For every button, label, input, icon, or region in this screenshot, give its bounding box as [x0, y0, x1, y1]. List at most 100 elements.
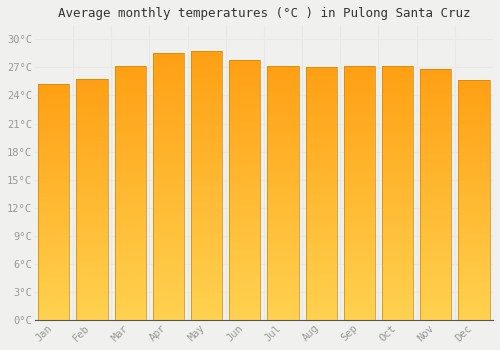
Bar: [229, 122, 260, 125]
Bar: [76, 192, 108, 195]
Bar: [114, 226, 146, 228]
Bar: [76, 276, 108, 279]
Bar: [344, 195, 375, 198]
Bar: [306, 67, 337, 70]
Bar: [76, 182, 108, 185]
Bar: [191, 127, 222, 130]
Bar: [152, 267, 184, 269]
Bar: [458, 191, 490, 193]
Bar: [306, 234, 337, 237]
Bar: [382, 198, 413, 201]
Bar: [306, 95, 337, 98]
Bar: [306, 108, 337, 110]
Bar: [420, 207, 452, 210]
Bar: [458, 104, 490, 107]
Bar: [191, 154, 222, 156]
Bar: [306, 226, 337, 229]
Bar: [152, 139, 184, 141]
Bar: [268, 109, 298, 111]
Bar: [344, 193, 375, 195]
Bar: [420, 145, 452, 147]
Bar: [76, 190, 108, 192]
Bar: [152, 205, 184, 208]
Bar: [191, 288, 222, 290]
Bar: [420, 302, 452, 305]
Bar: [458, 169, 490, 171]
Bar: [344, 162, 375, 165]
Bar: [458, 219, 490, 222]
Bar: [306, 295, 337, 297]
Bar: [382, 112, 413, 114]
Bar: [229, 284, 260, 286]
Bar: [306, 85, 337, 88]
Bar: [344, 226, 375, 228]
Bar: [114, 205, 146, 208]
Bar: [229, 60, 260, 63]
Bar: [268, 266, 298, 269]
Bar: [344, 145, 375, 147]
Bar: [76, 247, 108, 250]
Bar: [268, 165, 298, 167]
Bar: [420, 255, 452, 257]
Bar: [38, 254, 70, 256]
Bar: [152, 200, 184, 203]
Bar: [458, 183, 490, 186]
Bar: [152, 221, 184, 224]
Bar: [76, 158, 108, 161]
Bar: [76, 291, 108, 293]
Bar: [114, 78, 146, 81]
Bar: [191, 68, 222, 70]
Bar: [420, 298, 452, 300]
Bar: [114, 137, 146, 139]
Bar: [38, 164, 70, 167]
Bar: [344, 157, 375, 160]
Bar: [344, 89, 375, 91]
Bar: [420, 280, 452, 282]
Bar: [382, 148, 413, 150]
Bar: [382, 221, 413, 224]
Bar: [306, 131, 337, 133]
Bar: [458, 97, 490, 100]
Bar: [420, 212, 452, 215]
Bar: [458, 155, 490, 157]
Bar: [191, 258, 222, 261]
Bar: [344, 175, 375, 177]
Bar: [152, 56, 184, 59]
Bar: [38, 167, 70, 169]
Bar: [229, 299, 260, 302]
Bar: [420, 147, 452, 149]
Bar: [268, 233, 298, 236]
Bar: [76, 161, 108, 163]
Bar: [382, 170, 413, 173]
Bar: [152, 168, 184, 171]
Bar: [114, 119, 146, 121]
Bar: [38, 204, 70, 207]
Bar: [114, 185, 146, 188]
Bar: [191, 188, 222, 191]
Bar: [420, 275, 452, 277]
Bar: [268, 177, 298, 180]
Bar: [458, 217, 490, 219]
Bar: [114, 269, 146, 272]
Bar: [38, 315, 70, 317]
Bar: [152, 189, 184, 192]
Bar: [38, 308, 70, 310]
Bar: [344, 300, 375, 302]
Bar: [420, 130, 452, 132]
Bar: [306, 274, 337, 277]
Bar: [344, 221, 375, 223]
Bar: [76, 284, 108, 286]
Bar: [306, 315, 337, 317]
Bar: [344, 142, 375, 145]
Bar: [458, 313, 490, 315]
Bar: [344, 76, 375, 78]
Bar: [382, 117, 413, 120]
Bar: [38, 289, 70, 292]
Bar: [152, 136, 184, 139]
Bar: [38, 84, 70, 320]
Bar: [344, 272, 375, 274]
Bar: [38, 242, 70, 245]
Bar: [114, 68, 146, 71]
Bar: [306, 67, 337, 320]
Bar: [114, 256, 146, 259]
